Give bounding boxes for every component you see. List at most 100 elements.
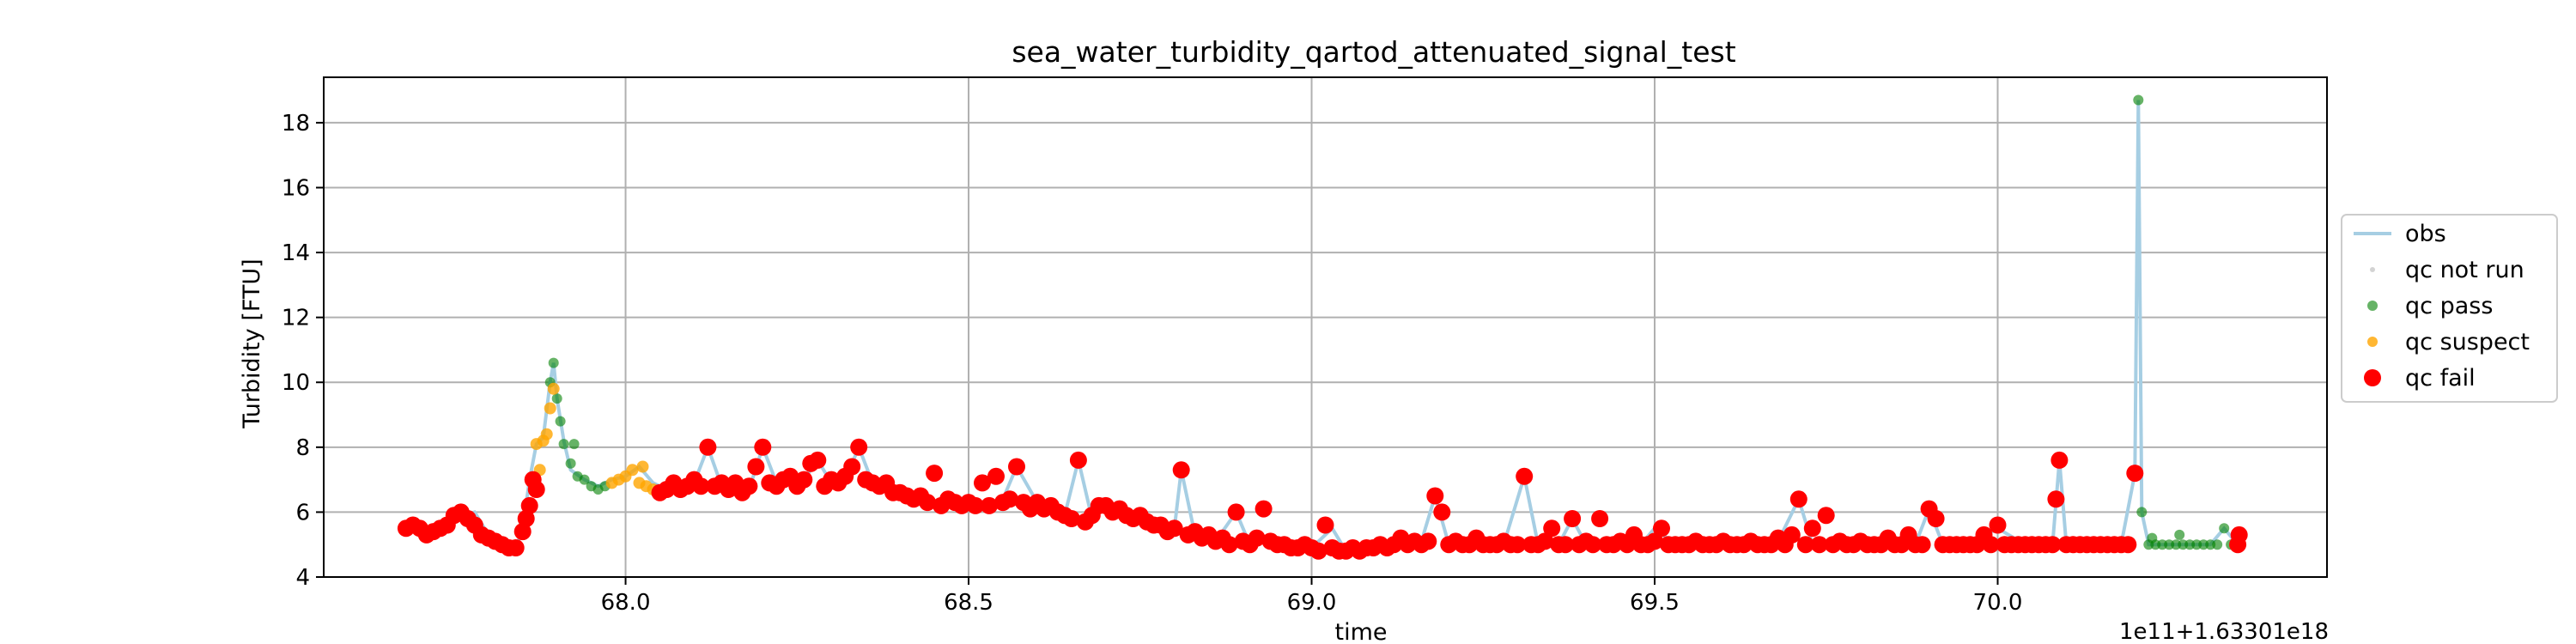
qc-fail-point bbox=[1783, 526, 1801, 544]
chart-title: sea_water_turbidity_qartod_attenuated_si… bbox=[1012, 35, 1735, 69]
x-axis-offset-label: 1e11+1.63301e18 bbox=[2119, 619, 2329, 644]
y-axis-ticks: 4 6 8 10 12 14 16 18 bbox=[282, 111, 324, 591]
qc-fail-point bbox=[1989, 516, 2007, 534]
qc-fail-point bbox=[513, 523, 532, 541]
y-tick-label: 10 bbox=[282, 370, 310, 396]
qc-fail-point bbox=[1591, 510, 1609, 527]
qc-fail-point bbox=[981, 496, 998, 514]
legend-box bbox=[2341, 214, 2558, 403]
qc-fail-point bbox=[926, 465, 944, 483]
qc-pass-point bbox=[2219, 523, 2230, 534]
plot-frame bbox=[323, 76, 2328, 578]
qc-fail-point bbox=[699, 438, 717, 456]
qc-fail-point bbox=[850, 438, 868, 456]
qc-pass-point bbox=[2174, 529, 2185, 540]
qc-fail-point bbox=[1543, 519, 1561, 538]
qc-fail-point bbox=[1069, 451, 1087, 469]
qc-fail-point bbox=[1316, 516, 1334, 534]
x-axis-label: time bbox=[1334, 619, 1387, 644]
qc-suspect-point bbox=[547, 382, 560, 395]
qc-fail-point bbox=[1433, 503, 1451, 521]
qc-fail-point bbox=[809, 451, 827, 469]
qc-fail-point bbox=[1008, 458, 1025, 476]
qc-fail-point bbox=[1220, 536, 1238, 554]
qc-pass-point bbox=[579, 474, 590, 485]
grid bbox=[324, 77, 2327, 578]
qc-fail-point bbox=[1584, 536, 1602, 554]
x-tick-label: 68.0 bbox=[601, 590, 651, 616]
x-tick-label: 69.0 bbox=[1287, 590, 1337, 616]
qc-fail-point bbox=[2050, 451, 2069, 469]
qc-fail-point bbox=[1564, 510, 1582, 527]
qc-fail-point bbox=[967, 496, 984, 514]
qc-fail-point bbox=[754, 438, 772, 456]
legend-label-qc-not-run: qc not run bbox=[2405, 257, 2524, 283]
legend: obs qc not run qc pass qc suspect qc fail bbox=[2341, 214, 2558, 403]
y-tick-label: 18 bbox=[282, 111, 310, 137]
qc-fail-point bbox=[919, 494, 937, 512]
qc-fail-point bbox=[2047, 490, 2065, 508]
qc-fail-point bbox=[795, 471, 813, 489]
x-tick-label: 70.0 bbox=[1973, 590, 2023, 616]
legend-label-qc-suspect: qc suspect bbox=[2405, 329, 2530, 355]
legend-swatch-qc-suspect bbox=[2367, 337, 2378, 347]
qc-pass-point bbox=[565, 458, 576, 469]
qc-fail-point bbox=[1789, 490, 1807, 508]
qc-fail-point bbox=[987, 467, 1005, 485]
qc-pass-point bbox=[558, 439, 569, 450]
qc-fail-point bbox=[2230, 526, 2248, 544]
qc-fail-point bbox=[517, 510, 535, 527]
qc-fail-point bbox=[2044, 536, 2062, 554]
x-axis-ticks: 68.0 68.5 69.0 69.5 70.0 bbox=[601, 577, 2023, 616]
x-tick-label: 68.5 bbox=[944, 590, 993, 616]
qc-fail-point bbox=[1227, 503, 1245, 521]
plot-area bbox=[397, 94, 2248, 560]
qc-fail-point bbox=[1419, 532, 1437, 550]
y-axis-label: Turbidity [FTU] bbox=[239, 258, 265, 428]
y-tick-label: 12 bbox=[282, 306, 310, 331]
qc-suspect-point bbox=[540, 428, 553, 440]
qc-fail-point bbox=[1509, 536, 1527, 554]
qc-fail-point bbox=[1913, 536, 1931, 554]
qc-pass-point bbox=[555, 416, 566, 427]
y-tick-label: 8 bbox=[295, 435, 310, 461]
qc-suspect-point bbox=[544, 402, 556, 415]
qc-fail-point bbox=[974, 474, 991, 492]
qc-fail-point bbox=[1646, 532, 1663, 550]
qc-fail-point bbox=[843, 458, 861, 476]
qc-fail-point bbox=[1796, 536, 1814, 554]
qc-fail-point bbox=[1255, 500, 1273, 518]
y-tick-label: 4 bbox=[295, 565, 310, 591]
legend-label-qc-fail: qc fail bbox=[2405, 365, 2476, 392]
legend-swatch-qc-pass bbox=[2367, 301, 2378, 311]
qc-fail-point bbox=[1536, 532, 1554, 550]
qc-fail-point bbox=[1248, 529, 1266, 547]
y-tick-label: 6 bbox=[295, 500, 310, 526]
qc-fail-point bbox=[1982, 536, 2000, 554]
qc-fail-points bbox=[397, 438, 2248, 560]
qc-fail-point bbox=[1165, 519, 1183, 538]
qc-fail-point bbox=[1810, 536, 1828, 554]
qc-fail-point bbox=[1516, 467, 1534, 485]
qc-fail-point bbox=[740, 477, 758, 495]
qc-suspect-point bbox=[626, 464, 639, 477]
x-tick-label: 69.5 bbox=[1630, 590, 1680, 616]
qc-pass-point bbox=[2212, 539, 2223, 550]
qc-fail-point bbox=[527, 481, 545, 498]
legend-swatch-qc-fail bbox=[2364, 369, 2381, 386]
legend-swatch-qc-not-run bbox=[2370, 267, 2375, 272]
qc-fail-point bbox=[1172, 461, 1190, 479]
qc-fail-point bbox=[2126, 465, 2144, 483]
qc-pass-point bbox=[548, 357, 559, 368]
legend-label-qc-pass: qc pass bbox=[2405, 293, 2493, 319]
y-tick-label: 16 bbox=[282, 175, 310, 201]
qc-fail-point bbox=[520, 496, 538, 514]
qc-fail-point bbox=[747, 458, 765, 476]
y-tick-label: 14 bbox=[282, 240, 310, 266]
qc-fail-point bbox=[1001, 490, 1018, 508]
qc-fail-point bbox=[1426, 487, 1444, 505]
qc-fail-point bbox=[692, 477, 710, 495]
qc-pass-point bbox=[2133, 94, 2144, 106]
qc-fail-point bbox=[1653, 519, 1670, 538]
